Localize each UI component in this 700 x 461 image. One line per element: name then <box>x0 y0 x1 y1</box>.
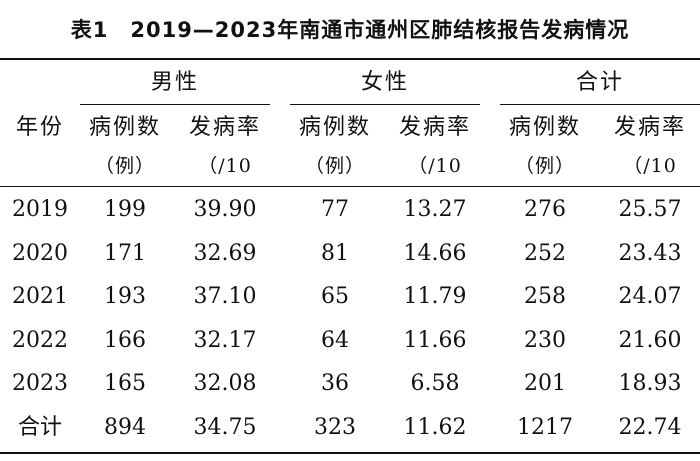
cell-male-cases: 894 <box>104 415 146 440</box>
col-header-female-cases: 病例数 <box>298 115 371 140</box>
cell-male-cases: 199 <box>104 197 146 222</box>
cell-total-cases: 1217 <box>517 415 573 440</box>
cell-male-rate: 32.08 <box>193 371 257 396</box>
year-header: 年份 <box>15 115 64 140</box>
cell-total-rate: 24.07 <box>618 284 682 309</box>
cell-female-cases: 77 <box>321 197 349 222</box>
cell-total-cases: 258 <box>524 284 566 309</box>
table-caption: 2019—2023年南通市通州区肺结核报告发病情况 <box>130 18 630 42</box>
cell-male-rate: 34.75 <box>193 415 257 440</box>
cell-female-cases: 65 <box>321 284 349 309</box>
group-header-male: 男性 <box>150 70 199 95</box>
cell-total-rate: 23.43 <box>618 241 682 266</box>
group-rule-female <box>290 104 480 105</box>
table-number: 表1 <box>70 18 109 42</box>
cell-male-rate: 37.10 <box>193 284 257 309</box>
cell-male-cases: 171 <box>104 241 146 266</box>
cell-female-rate: 11.62 <box>403 415 467 440</box>
header-rule <box>0 186 700 187</box>
cell-female-rate: 11.79 <box>403 284 467 309</box>
group-rule-male <box>80 104 270 105</box>
cell-year: 2022 <box>12 328 68 353</box>
cell-total-rate: 18.93 <box>618 371 682 396</box>
col-header-total-rate: 发病率 <box>613 115 686 140</box>
cell-year: 2019 <box>12 197 68 222</box>
unit-male-rate: （/10 <box>198 155 252 177</box>
cell-year: 2021 <box>12 284 68 309</box>
unit-female-rate: （/10 <box>408 155 462 177</box>
cell-female-cases: 64 <box>321 328 349 353</box>
unit-female-cases: （例） <box>304 155 365 177</box>
unit-total-rate: （/10 <box>623 155 677 177</box>
cell-total-rate: 25.57 <box>618 197 682 222</box>
cell-total-cases: 201 <box>524 371 566 396</box>
bottom-rule <box>0 452 700 454</box>
cell-year: 2020 <box>12 241 68 266</box>
cell-total-cases: 230 <box>524 328 566 353</box>
cell-female-cases: 36 <box>321 371 349 396</box>
cell-year: 合计 <box>17 415 62 440</box>
cell-female-rate: 6.58 <box>410 371 460 396</box>
table-title: 表1 2019—2023年南通市通州区肺结核报告发病情况 <box>0 14 700 44</box>
cell-female-cases: 323 <box>314 415 356 440</box>
unit-total-cases: （例） <box>514 155 575 177</box>
col-header-total-cases: 病例数 <box>508 115 581 140</box>
cell-male-cases: 193 <box>104 284 146 309</box>
unit-male-cases: （例） <box>94 155 155 177</box>
cell-total-cases: 252 <box>524 241 566 266</box>
col-header-male-rate: 发病率 <box>188 115 261 140</box>
col-header-male-cases: 病例数 <box>88 115 161 140</box>
col-header-female-rate: 发病率 <box>398 115 471 140</box>
group-header-female: 女性 <box>360 70 409 95</box>
cell-female-rate: 14.66 <box>403 241 467 266</box>
cell-total-rate: 22.74 <box>618 415 682 440</box>
cell-female-rate: 13.27 <box>403 197 467 222</box>
cell-male-rate: 32.69 <box>193 241 257 266</box>
cell-total-rate: 21.60 <box>618 328 682 353</box>
cell-male-rate: 39.90 <box>193 197 257 222</box>
cell-year: 2023 <box>12 371 68 396</box>
group-header-total: 合计 <box>575 70 624 95</box>
group-rule-total <box>500 104 700 105</box>
cell-male-rate: 32.17 <box>193 328 257 353</box>
cell-male-cases: 165 <box>104 371 146 396</box>
top-rule <box>0 58 700 60</box>
cell-female-rate: 11.66 <box>403 328 467 353</box>
cell-male-cases: 166 <box>104 328 146 353</box>
cell-total-cases: 276 <box>524 197 566 222</box>
cell-female-cases: 81 <box>321 241 349 266</box>
